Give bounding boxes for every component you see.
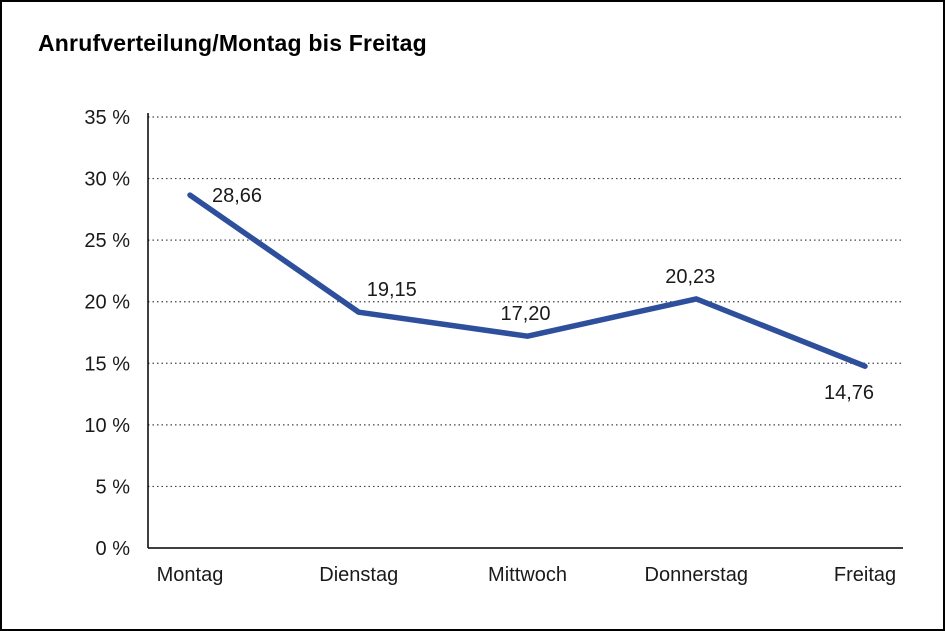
x-category-label: Montag (157, 564, 224, 586)
data-point-label: 17,20 (500, 303, 550, 325)
data-point-label: 19,15 (367, 279, 417, 301)
chart-title: Anrufverteilung/Montag bis Freitag (38, 30, 427, 56)
data-line (187, 192, 868, 369)
data-point-label: 28,66 (212, 185, 262, 207)
x-category-label: Donnerstag (645, 564, 748, 586)
y-tick-label: 25 % (84, 230, 130, 252)
y-tick-label: 15 % (84, 353, 130, 375)
y-tick-label: 5 % (96, 476, 131, 498)
y-tick-label: 20 % (84, 292, 130, 314)
y-tick-label: 0 % (96, 538, 131, 560)
y-tick-label: 35 % (84, 107, 130, 129)
y-tick-label: 30 % (84, 169, 130, 191)
x-category-label: Mittwoch (488, 564, 567, 586)
data-point-label: 14,76 (824, 382, 874, 404)
x-category-label: Freitag (834, 564, 896, 586)
data-point-label: 20,23 (665, 266, 715, 288)
x-category-label: Dienstag (319, 564, 398, 586)
y-tick-label: 10 % (84, 415, 130, 437)
